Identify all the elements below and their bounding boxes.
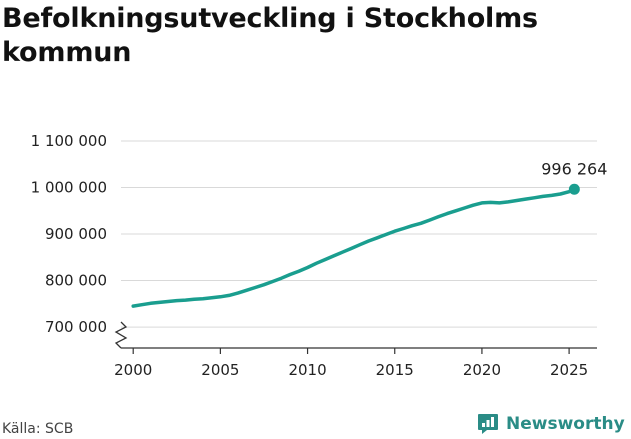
- brand-name: Newsworthy: [506, 414, 625, 434]
- x-tick-label: 2025: [550, 361, 588, 379]
- line-chart: 700 000 800 000 900 000 1 000 000 1 100 000 2…: [31, 132, 608, 379]
- y-tick-label: 800 000: [45, 272, 107, 290]
- newsworthy-logo[interactable]: Newsworthy: [476, 410, 625, 438]
- x-tick-label: 2015: [376, 361, 414, 379]
- end-point-label: 996 264: [541, 159, 607, 178]
- y-axis-break: [114, 321, 128, 349]
- newsworthy-icon: [478, 414, 498, 434]
- x-tick-label: 2000: [114, 361, 152, 379]
- y-tick-label: 1 000 000: [31, 179, 107, 197]
- chart-title: Befolkningsutveckling i Stockholms kommu…: [2, 3, 538, 68]
- series-line: [131, 187, 577, 308]
- end-point-marker: [568, 183, 580, 195]
- x-tick-label: 2020: [463, 361, 501, 379]
- y-tick-label: 1 100 000: [31, 132, 107, 150]
- x-tick-label: 2010: [288, 361, 326, 379]
- source-label: Källa: SCB: [2, 421, 74, 437]
- y-tick-label: 900 000: [45, 225, 107, 243]
- x-tick-label: 2005: [201, 361, 239, 379]
- y-tick-label: 700 000: [45, 318, 107, 336]
